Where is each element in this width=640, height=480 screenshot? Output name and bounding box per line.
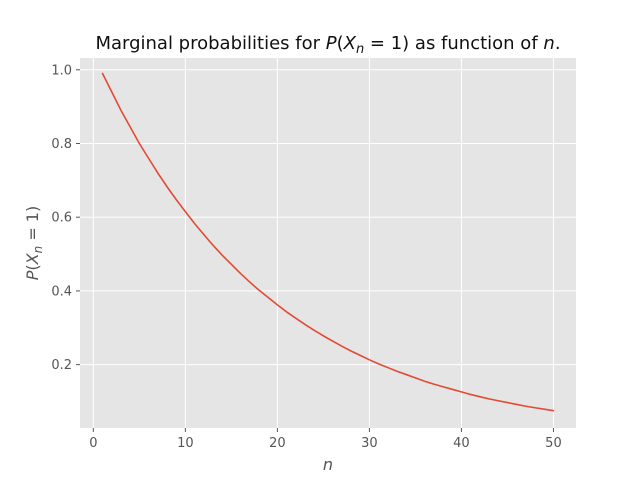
x-tick-label: 20 xyxy=(269,436,286,451)
x-tick-label: 50 xyxy=(545,436,562,451)
x-tick-label: 0 xyxy=(89,436,97,451)
y-axis-label: P(Xn = 1) xyxy=(23,206,45,280)
plot-area xyxy=(80,58,576,428)
title-sub: n xyxy=(356,42,364,57)
ylabel-x: X xyxy=(23,252,42,265)
x-tick-label: 30 xyxy=(361,436,378,451)
ylabel-p: P xyxy=(23,270,42,280)
ylabel-eq: = 1) xyxy=(23,206,42,246)
chart-title: Marginal probabilities for P(Xn = 1) as … xyxy=(95,33,560,57)
x-axis-label: n xyxy=(323,455,333,474)
y-tick-label: 0.8 xyxy=(51,137,72,152)
y-tick-label: 0.2 xyxy=(51,358,72,373)
title-eq: = 1) xyxy=(364,33,409,54)
title-n: n xyxy=(543,33,554,54)
title-open: ( xyxy=(337,33,344,54)
series-layer xyxy=(101,72,555,412)
series-line-0 xyxy=(101,72,555,412)
x-tick-label: 10 xyxy=(177,436,194,451)
grid-layer xyxy=(80,58,576,428)
title-p: P xyxy=(326,33,337,54)
x-ticks: 0 10 20 30 40 50 xyxy=(89,428,562,451)
y-tick-label: 1.0 xyxy=(51,63,72,78)
title-x: X xyxy=(343,33,357,54)
x-tick-label: 40 xyxy=(453,436,470,451)
y-ticks: 0.2 0.4 0.6 0.8 1.0 xyxy=(51,63,80,373)
y-tick-label: 0.6 xyxy=(51,211,72,226)
title-mid: as function of xyxy=(409,33,543,54)
y-tick-label: 0.4 xyxy=(51,284,72,299)
ylabel-sub: n xyxy=(31,246,45,254)
ylabel-open: ( xyxy=(23,264,42,270)
title-prefix: Marginal probabilities for xyxy=(95,33,325,54)
title-end: . xyxy=(555,33,561,54)
